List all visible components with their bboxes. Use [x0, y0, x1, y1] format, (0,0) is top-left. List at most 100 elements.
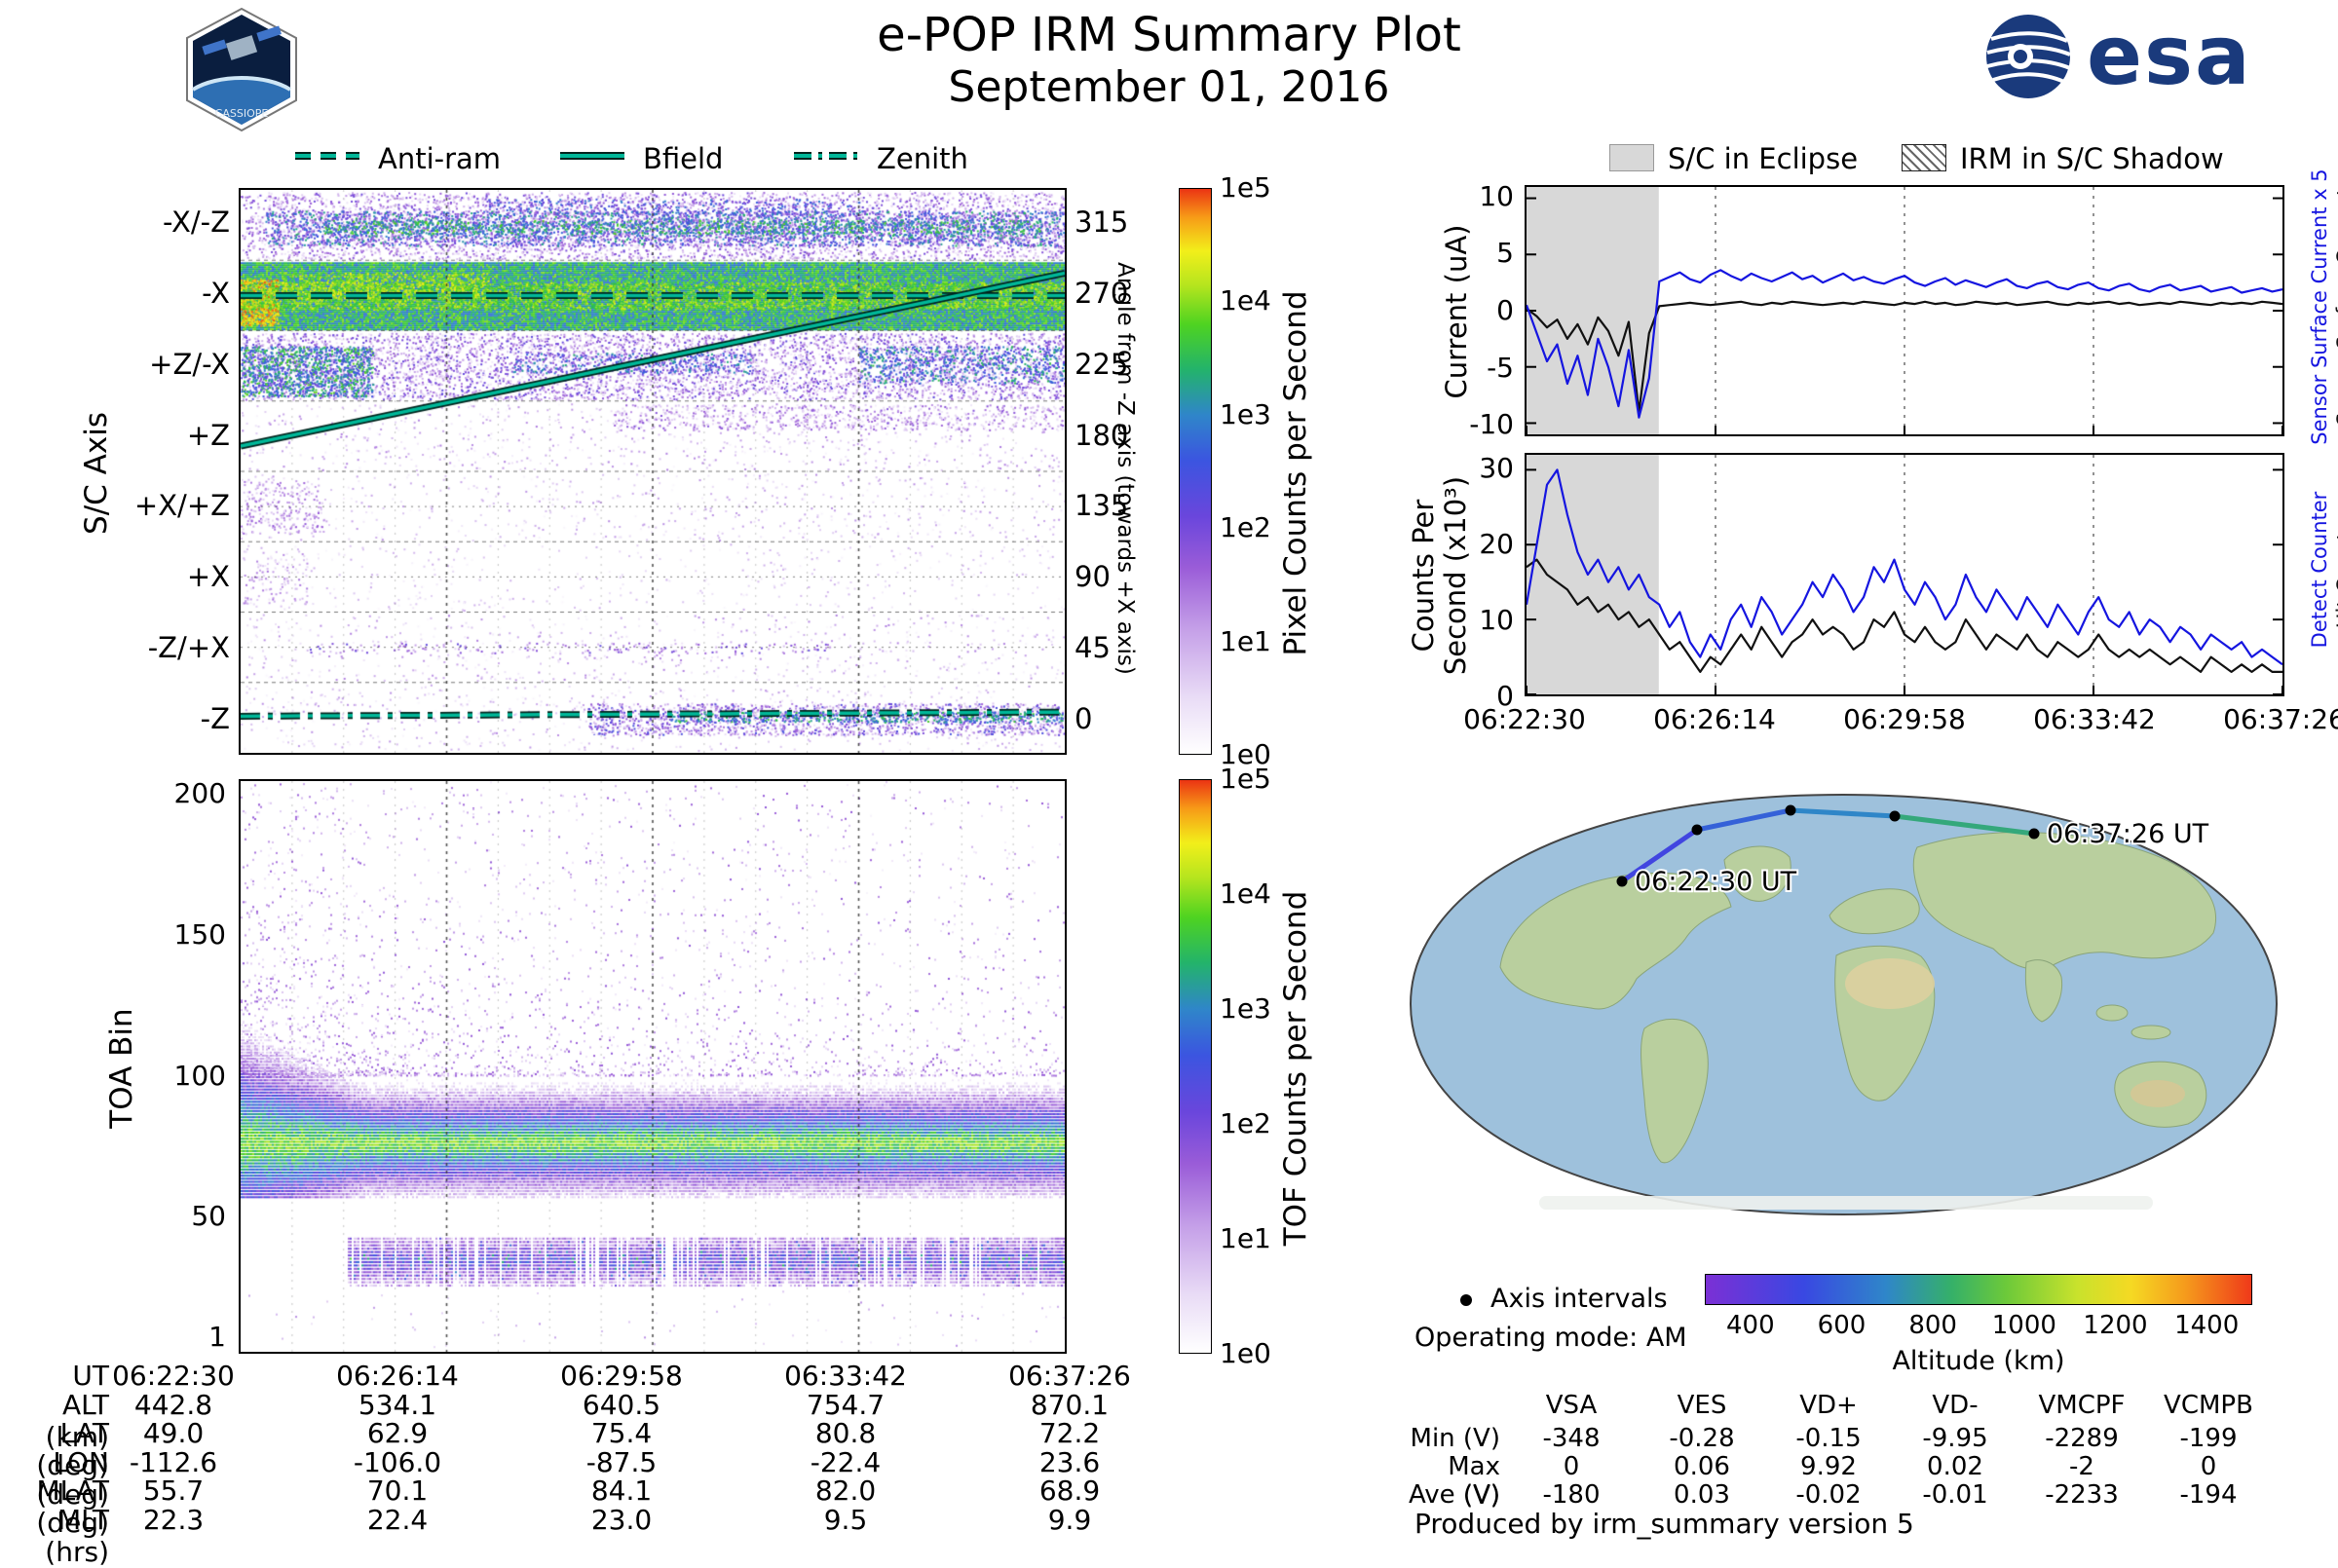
voltage-cell-2-1: 0.03: [1674, 1480, 1730, 1510]
voltage-cell-1-4: -2: [2069, 1452, 2094, 1481]
ytick-panel1--10: -10: [1469, 408, 1514, 441]
ytick-panel2-10: 10: [1479, 603, 1514, 636]
ephemeris-cell-0-3: 06:33:42: [784, 1360, 907, 1392]
sc-axis-ylabel: S/C Axis: [79, 412, 114, 535]
sc-axis-row-label-1: -X/-Z: [163, 205, 230, 240]
ephemeris-cell-3-0: -112.6: [129, 1445, 218, 1478]
track-end-label: 06:37:26 UT: [2047, 819, 2209, 849]
ephemeris-cell-5-2: 23.0: [590, 1503, 653, 1536]
series-sensor-surface-current: [1526, 300, 2283, 413]
colorbar-tick-tof-1e3: 1e3: [1220, 992, 1271, 1025]
sc-axis-row-label-6: +X: [186, 560, 230, 594]
voltage-col-VCMPB: VCMPB: [2164, 1391, 2253, 1420]
time-tick-1: 06:26:14: [1653, 703, 1776, 735]
voltage-cell-0-2: -0.15: [1795, 1424, 1862, 1453]
series-sensor-surface-current-x-5: [1525, 269, 2283, 419]
ephemeris-cell-1-2: 640.5: [582, 1388, 661, 1421]
colorbar-tick-tof-1e0: 1e0: [1220, 1337, 1271, 1369]
voltage-col-VD-: VD-: [1932, 1391, 1979, 1420]
map-asia: [1912, 832, 2216, 970]
series-hit-counter: [1526, 558, 2282, 673]
angle-tick-315: 315: [1075, 205, 1129, 240]
toa-tick-200: 200: [173, 777, 226, 810]
bfield-line-sample: [560, 152, 624, 160]
ephemeris-cell-5-3: 9.5: [823, 1503, 868, 1536]
ephemeris-cell-2-1: 62.9: [366, 1417, 429, 1449]
ephemeris-row-label-4: MLAT (deg): [36, 1475, 109, 1539]
voltage-cell-1-1: 0.06: [1674, 1452, 1730, 1481]
toa-bin-ylabel: TOA Bin: [104, 1008, 139, 1129]
map-continents: [1499, 832, 2216, 1164]
world-map: 06:22:30 UT 06:37:26 UT: [1409, 793, 2279, 1216]
alt-tick-1000: 1000: [1991, 1311, 2056, 1340]
esa-wordmark: esa: [2087, 8, 2252, 103]
ytick-panel2-30: 30: [1479, 451, 1514, 484]
ephemeris-cell-0-1: 06:26:14: [336, 1360, 459, 1392]
anti-ram-line-sample: [295, 152, 359, 160]
track-point-06:29:58: [1785, 804, 1796, 816]
page-date: September 01, 2016: [948, 62, 1390, 112]
series-detect-counter: [1525, 468, 2283, 666]
ephemeris-row-label-2: LAT (deg): [36, 1417, 109, 1481]
ephemeris-cell-3-4: 23.6: [1038, 1445, 1101, 1478]
hit-counter-label: Hit Counter: [2333, 510, 2338, 629]
angle-tick-270: 270: [1075, 277, 1129, 311]
angle-tick-135: 135: [1075, 489, 1129, 523]
eclipse-shading: [1527, 187, 1659, 434]
alt-tick-600: 600: [1817, 1311, 1867, 1340]
counts-ylabel-line2: Second (x10³): [1439, 475, 1472, 676]
ytick-panel1-10: 10: [1479, 179, 1514, 212]
sc-axis-row-label-5: +X/+Z: [133, 489, 230, 523]
ephemeris-cell-4-3: 82.0: [814, 1475, 877, 1507]
zenith-legend-label: Zenith: [877, 142, 968, 175]
cassiope-earth: [193, 78, 290, 125]
ytick-panel2-20: 20: [1479, 527, 1514, 560]
track-point-06:22:30: [1616, 876, 1628, 887]
ephemeris-cell-5-4: 9.9: [1047, 1503, 1092, 1536]
ephemeris-cell-4-0: 55.7: [142, 1475, 205, 1507]
voltage-cell-1-0: 0: [1563, 1452, 1580, 1481]
angle-tick-90: 90: [1075, 560, 1111, 594]
ytick-panel2-0: 0: [1496, 680, 1514, 712]
eclipse-swatch: [1609, 144, 1654, 171]
detect-counter-label: Detect Counter: [2308, 491, 2331, 649]
track-start-label: 06:22:30 UT: [1635, 867, 1797, 897]
anti-ram-legend-label: Anti-ram: [378, 142, 502, 175]
toa-tick-50: 50: [191, 1200, 226, 1233]
time-tick-3: 06:33:42: [2033, 703, 2156, 735]
ephemeris-cell-5-1: 22.4: [366, 1503, 429, 1536]
sc-axis-spectrogram-panel: [239, 188, 1067, 755]
sc-axis-spectrogram-canvas: [241, 190, 1065, 753]
sc-axis-row-label-7: -Z/+X: [147, 630, 230, 664]
voltage-cell-2-4: -2233: [2045, 1480, 2119, 1510]
axis-intervals-label: Axis intervals: [1490, 1284, 1668, 1314]
toa-tick-100: 100: [173, 1059, 226, 1092]
altitude-colorbar: [1705, 1274, 2252, 1305]
voltage-row-label-1: Max (V): [1448, 1452, 1500, 1511]
track-point-06:26:14: [1691, 824, 1703, 836]
map-north-america: [1499, 872, 1732, 1010]
map-greenland: [1723, 845, 1791, 902]
track-segment-0: [1619, 827, 1700, 884]
sc-axis-row-label-4: +Z: [186, 418, 230, 452]
produced-by-text: Produced by irm_summary version 5: [1414, 1508, 1914, 1540]
map-island-2: [2131, 1025, 2171, 1040]
ground-track: 06:22:30 UT 06:37:26 UT: [1616, 804, 2211, 899]
voltage-col-VMCPF: VMCPF: [2038, 1391, 2126, 1420]
map-south-america: [1640, 1018, 1709, 1164]
voltage-cell-1-2: 9.92: [1800, 1452, 1857, 1481]
colorbar-tick-tof-1e1: 1e1: [1220, 1222, 1271, 1254]
current-panel: [1525, 185, 2284, 436]
ephemeris-cell-4-4: 68.9: [1038, 1475, 1101, 1507]
voltage-col-VES: VES: [1677, 1391, 1727, 1420]
voltage-cell-0-4: -2289: [2045, 1424, 2119, 1453]
map-antarctica: [1539, 1196, 2153, 1210]
angle-tick-180: 180: [1075, 418, 1129, 452]
counts-chart: [1525, 455, 2283, 695]
voltage-cell-2-2: -0.02: [1795, 1480, 1862, 1510]
ephemeris-cell-4-2: 84.1: [590, 1475, 653, 1507]
colorbar-tick-tof-1e5: 1e5: [1220, 763, 1271, 795]
ephemeris-cell-3-1: -106.0: [353, 1445, 442, 1478]
cassiope-limb: [191, 76, 292, 92]
